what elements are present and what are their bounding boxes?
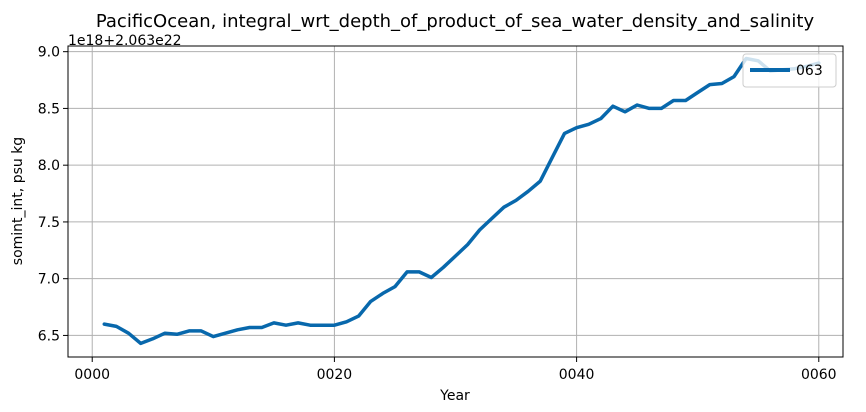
y-axis-label: somint_int, psu kg: [10, 137, 26, 265]
grid: [68, 46, 843, 357]
x-axis: 0000 0020 0040 0060: [74, 357, 837, 383]
y-tick-label: 9.0: [38, 45, 60, 61]
y-offset-label: 1e18+2.063e22: [68, 33, 182, 49]
x-tick-label: 0040: [559, 367, 595, 383]
legend: 063: [742, 53, 837, 88]
y-tick-label: 7.0: [38, 272, 60, 288]
x-tick-label: 0020: [317, 367, 353, 383]
plot-frame: [67, 45, 844, 358]
y-axis: 6.5 7.0 7.5 8.0 8.5 9.0: [38, 45, 68, 344]
y-tick-label: 6.5: [38, 328, 60, 344]
legend-label: 063: [796, 63, 823, 79]
y-tick-label: 7.5: [38, 215, 60, 231]
x-axis-label: Year: [439, 388, 470, 404]
x-tick-label: 0000: [74, 367, 110, 383]
x-tick-label: 0060: [801, 367, 837, 383]
chart-title: PacificOcean, integral_wrt_depth_of_prod…: [96, 11, 815, 32]
series-line: [102, 56, 821, 346]
y-tick-label: 8.0: [38, 158, 60, 174]
y-tick-label: 8.5: [38, 101, 60, 117]
plot-area: [102, 56, 821, 346]
